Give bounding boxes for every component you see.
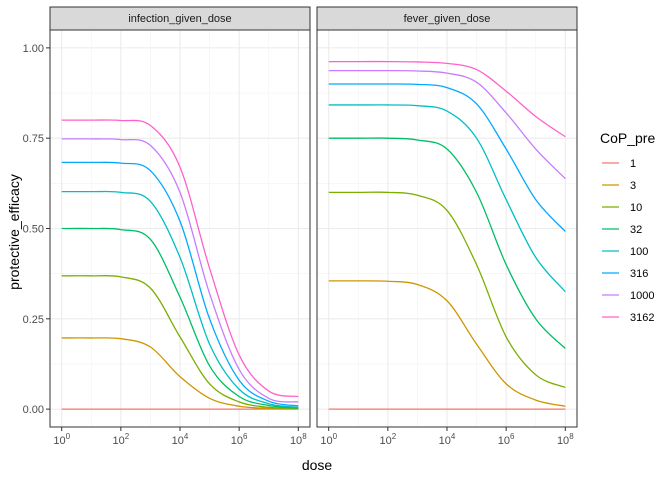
series-line-1000 — [61, 138, 299, 403]
legend-item-10: 10 — [602, 202, 642, 214]
legend-label: 10 — [630, 202, 642, 214]
series-line-3162 — [61, 119, 299, 398]
x-tick-label: 108 — [557, 432, 574, 447]
x-tick-label: 102 — [379, 432, 396, 447]
series-line-3 — [61, 337, 299, 410]
series-line-100 — [61, 190, 299, 408]
facet-panel-0: infection_given_dose 100 102 104 106 108 0.00 0… — [23, 6, 311, 447]
series-line-32 — [61, 227, 299, 409]
series-line-100 — [328, 104, 566, 293]
panels: infection_given_dose 100 102 104 106 108 0.00 0… — [23, 6, 578, 447]
x-axis-title: dose — [302, 457, 333, 473]
series-line-3 — [328, 280, 566, 407]
legend-label: 32 — [630, 224, 642, 236]
legend-label: 100 — [630, 246, 648, 258]
legend-label: 3162 — [630, 312, 654, 324]
legend-item-3162: 3162 — [602, 312, 654, 324]
series-line-10 — [328, 191, 566, 389]
y-tick-label: 1.00 — [23, 43, 44, 55]
legend-item-1: 1 — [602, 158, 636, 170]
x-tick-label: 100 — [53, 432, 70, 447]
legend-item-1000: 1000 — [602, 290, 654, 302]
x-tick-label: 106 — [498, 432, 515, 447]
x-tick-label: 108 — [290, 432, 307, 447]
y-tick-label: 0.75 — [23, 133, 44, 145]
series-line-10 — [61, 275, 299, 410]
y-axis-title: protective_efficacy — [6, 174, 22, 290]
legend-item-3: 3 — [602, 180, 636, 192]
series-line-32 — [328, 137, 566, 349]
legend-item-100: 100 — [602, 246, 648, 258]
legend-label: 316 — [630, 268, 648, 280]
x-tick-label: 100 — [320, 432, 337, 447]
x-tick-label: 104 — [172, 432, 189, 447]
x-tick-label: 104 — [439, 432, 456, 447]
legend-label: 1 — [630, 158, 636, 170]
legend-label: 1000 — [630, 290, 654, 302]
y-tick-label: 0.25 — [23, 314, 44, 326]
series-line-1000 — [328, 69, 566, 180]
legend-label: 3 — [630, 180, 636, 192]
y-tick-label: 0.50 — [23, 224, 44, 236]
facet-panel-1: fever_given_dose 100 102 104 106 108 — [316, 6, 578, 447]
x-tick-label: 106 — [231, 432, 248, 447]
y-tick-label: 0.00 — [23, 404, 44, 416]
legend-item-32: 32 — [602, 224, 642, 236]
series-line-316 — [61, 161, 299, 407]
series-line-3162 — [328, 60, 566, 138]
legend-item-316: 316 — [602, 268, 648, 280]
legend-title: CoP_pre — [600, 130, 655, 146]
legend: 1 3 10 32 100 316 1000 3162 — [602, 158, 654, 324]
x-tick-label: 102 — [112, 432, 129, 447]
facet-strip-label: infection_given_dose — [128, 13, 231, 25]
facet-strip-label: fever_given_dose — [404, 13, 491, 25]
series-line-316 — [328, 83, 566, 232]
